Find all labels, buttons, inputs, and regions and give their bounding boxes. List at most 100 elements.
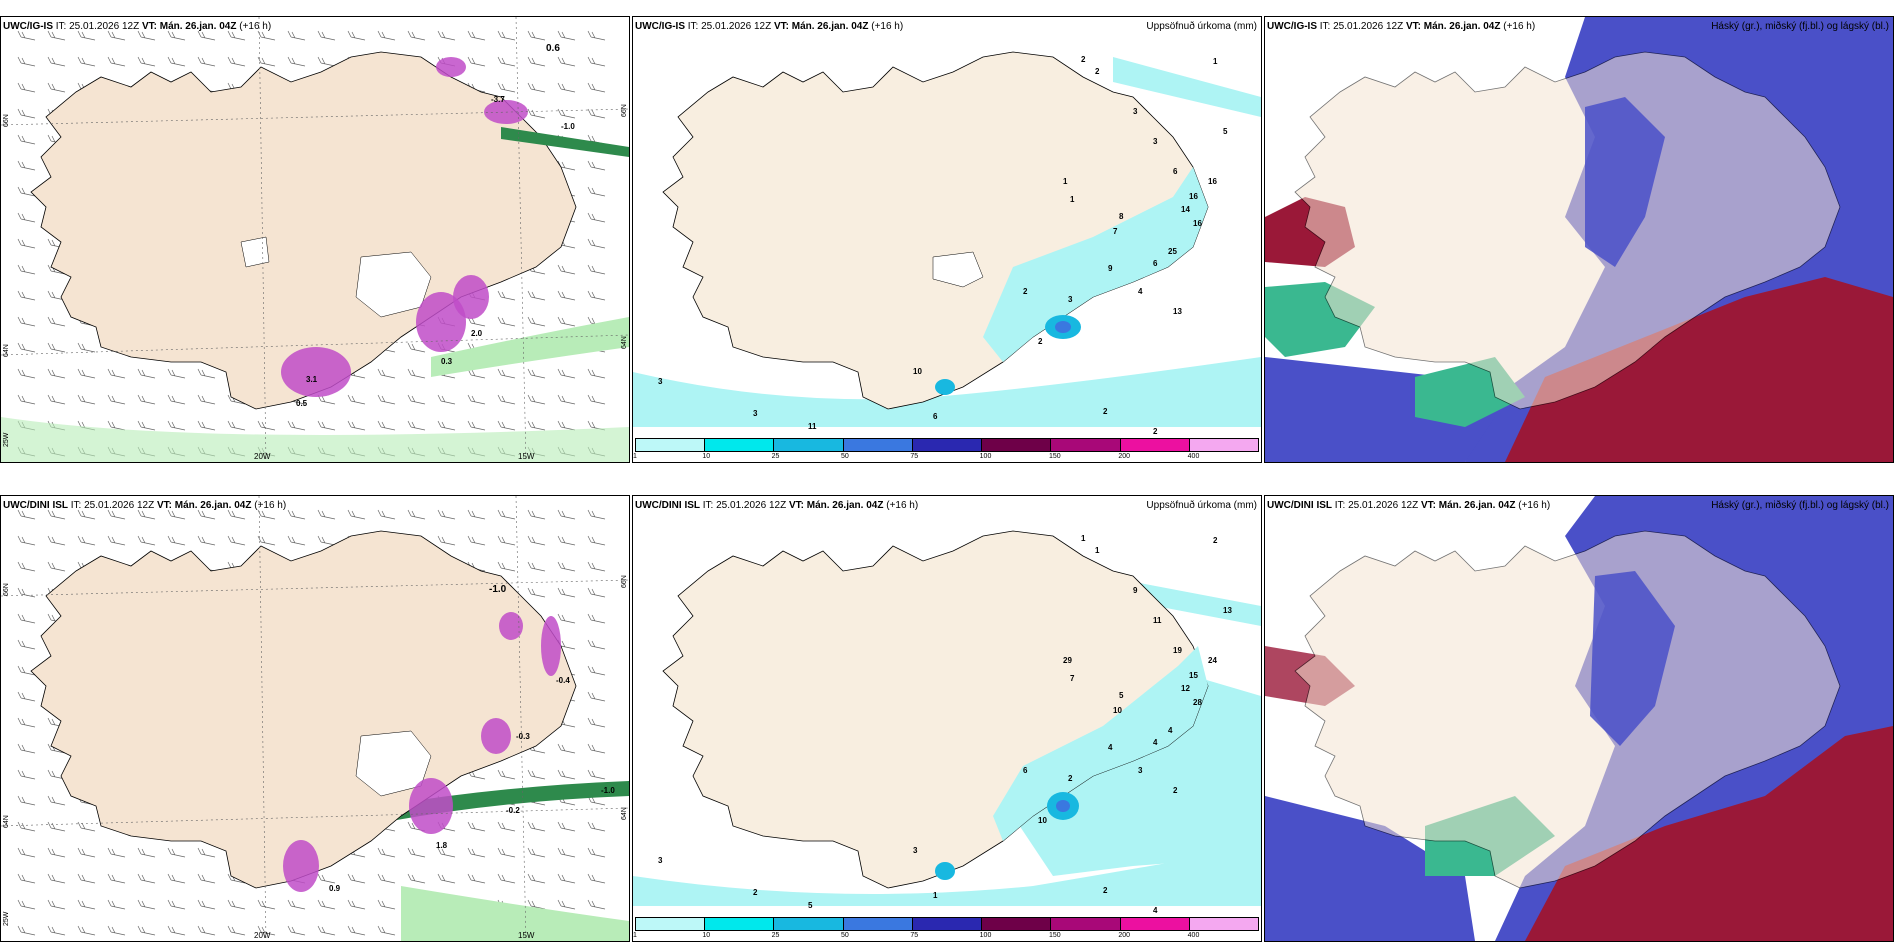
wind-barb: [557, 82, 576, 93]
wind-barb: [407, 873, 426, 884]
lat-label: 66N: [621, 104, 628, 117]
precip-blob: [409, 778, 453, 834]
precip-value: 3: [1138, 766, 1143, 775]
wind-barb: [167, 873, 186, 884]
iceland-land: [1294, 530, 1841, 889]
wind-barb: [407, 30, 426, 41]
wind-barb: [317, 925, 336, 936]
wind-barb: [287, 56, 306, 67]
wind-barb: [77, 821, 96, 832]
wind-value: 0.3: [441, 357, 453, 366]
precip-value: 3: [1068, 295, 1073, 304]
wind-barb: [407, 394, 426, 405]
panel-header: UWC/DINI ISL IT: 25.01.2026 12Z VT: Mán.…: [1267, 500, 1550, 511]
wind-barb: [17, 368, 36, 379]
legend-tick: 1: [633, 932, 637, 939]
model-name: UWC/IG-IS: [635, 21, 685, 32]
wind-barb: [227, 509, 246, 520]
wind-barb: [137, 394, 156, 405]
wind-barb: [467, 535, 486, 546]
legend-swatch: [843, 918, 913, 930]
wind-map-top: [1, 17, 629, 462]
wind-barb: [557, 743, 576, 754]
panel-precip-top: UWC/IG-IS IT: 25.01.2026 12Z VT: Mán. 26…: [632, 16, 1262, 463]
wind-barb: [497, 82, 516, 93]
wind-barb: [17, 769, 36, 780]
precip-value: 12: [1181, 684, 1190, 693]
green-band: [501, 127, 629, 157]
precip-value: 2: [1038, 337, 1043, 346]
wind-barb: [497, 535, 516, 546]
legend-tick: 100: [979, 453, 992, 460]
wind-barb: [557, 509, 576, 520]
wind-barb: [17, 82, 36, 93]
wind-barb: [17, 691, 36, 702]
model-name: UWC/IG-IS: [1267, 21, 1317, 32]
wind-barb: [77, 509, 96, 520]
precip-value: 10: [1038, 816, 1047, 825]
precip-value: 5: [808, 901, 813, 910]
precip-value: 6: [1023, 766, 1028, 775]
wind-barb: [527, 316, 546, 327]
wind-barb: [17, 587, 36, 598]
wind-barb: [47, 368, 66, 379]
wind-barb: [77, 368, 96, 379]
wind-barb: [47, 795, 66, 806]
wind-barb: [587, 212, 606, 223]
wind-barb: [317, 420, 336, 431]
wind-barb: [167, 420, 186, 431]
wind-barb: [107, 368, 126, 379]
init-time: IT: 25.01.2026 12Z: [1319, 21, 1404, 32]
init-time: IT: 25.01.2026 12Z: [702, 500, 787, 511]
lead-time: (+16 h): [871, 21, 904, 32]
wind-barb: [557, 56, 576, 67]
vt-label: VT:: [1420, 500, 1436, 511]
wind-barb: [77, 925, 96, 936]
init-time: IT: 25.01.2026 12Z: [1334, 500, 1419, 511]
low-cloud: [1505, 277, 1893, 462]
wind-value: -1.0: [601, 786, 615, 795]
wind-barb: [497, 847, 516, 858]
wind-barb: [377, 847, 396, 858]
wind-barb: [167, 394, 186, 405]
wind-barb: [137, 56, 156, 67]
wind-barb: [47, 30, 66, 41]
lat-label: 64N: [3, 815, 10, 828]
legend-tick: 400: [1187, 932, 1200, 939]
wind-barb: [437, 873, 456, 884]
wind-barb: [317, 873, 336, 884]
wind-barb: [377, 30, 396, 41]
wind-value: 0.9: [329, 884, 341, 893]
wind-barb: [347, 394, 366, 405]
precip-core: [1056, 800, 1070, 812]
wind-barb: [407, 847, 426, 858]
wind-barb: [257, 509, 276, 520]
model-name: UWC/DINI ISL: [635, 500, 700, 511]
wind-barb: [137, 420, 156, 431]
wind-barb: [17, 316, 36, 327]
wind-barb: [497, 394, 516, 405]
wind-barb: [557, 587, 576, 598]
wind-barb: [197, 535, 216, 546]
wind-barb: [467, 56, 486, 67]
precip-blob: [416, 292, 466, 352]
wind-value: -3.7: [491, 95, 505, 104]
precip-value: 16: [1193, 219, 1202, 228]
legend-tick: 75: [910, 453, 919, 460]
wind-barb: [467, 821, 486, 832]
wind-barb: [347, 899, 366, 910]
wind-barb: [527, 535, 546, 546]
wind-barb: [587, 639, 606, 650]
wind-barb: [257, 30, 276, 41]
valid-time: Mán. 26.jan. 04Z: [159, 21, 237, 32]
lon-label: 25W: [3, 432, 10, 447]
wind-barb: [197, 368, 216, 379]
cyan-area: [633, 357, 1261, 427]
precip-value: 3: [658, 377, 663, 386]
precip-value: 1: [1213, 57, 1218, 66]
wind-barb: [17, 56, 36, 67]
legend-swatch: [982, 918, 1052, 930]
lon-label: 25W: [3, 911, 10, 926]
legend-swatch: [636, 439, 706, 451]
wind-barb: [257, 56, 276, 67]
